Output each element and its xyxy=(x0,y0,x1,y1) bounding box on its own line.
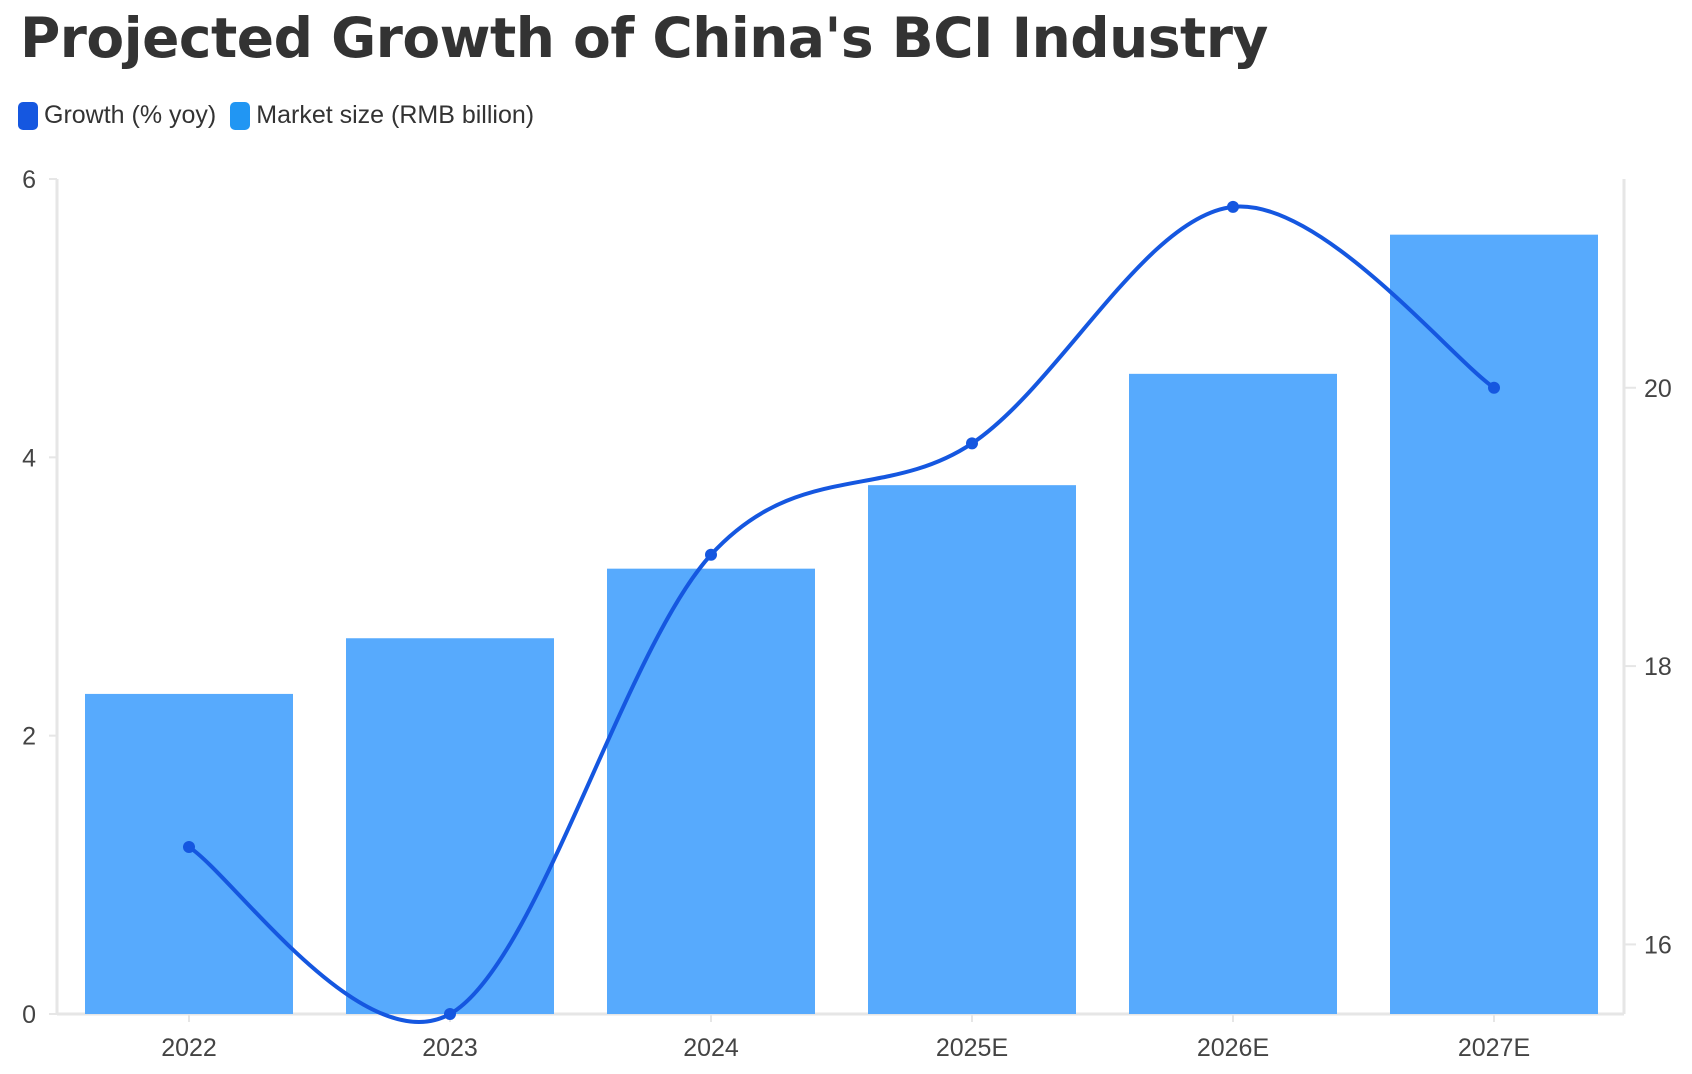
left-tick-label: 6 xyxy=(22,166,36,194)
x-tick-label: 2026E xyxy=(1197,1034,1269,1062)
x-tick-label: 2027E xyxy=(1458,1034,1530,1062)
right-tick-label: 18 xyxy=(1644,653,1672,681)
growth-point-2023 xyxy=(444,1008,456,1020)
legend-label-market-size: Market size (RMB billion) xyxy=(256,101,535,129)
growth-point-2027e xyxy=(1488,381,1500,394)
left-tick-label: 4 xyxy=(22,444,36,472)
legend-swatch-market-size xyxy=(230,101,251,130)
x-tick-label: 2023 xyxy=(422,1034,478,1062)
growth-point-2026e xyxy=(1227,200,1239,213)
legend-item-market-size[interactable]: Market size (RMB billion) xyxy=(230,101,534,130)
legend-label-growth: Growth (% yoy) xyxy=(44,101,217,129)
legend-swatch-growth xyxy=(18,101,38,130)
chart-title: Projected Growth of China's BCI Industry xyxy=(20,6,1268,70)
bar-2024 xyxy=(607,568,815,1014)
legend-item-growth[interactable]: Growth (% yoy) xyxy=(18,101,216,130)
x-tick-label: 2025E xyxy=(936,1034,1008,1062)
bar-2027e xyxy=(1390,234,1598,1014)
left-tick-label: 0 xyxy=(22,1001,36,1029)
growth-line xyxy=(187,204,1496,1024)
growth-point-2022 xyxy=(183,841,195,853)
x-tick-label: 2024 xyxy=(683,1034,739,1062)
bar-2026e xyxy=(1129,373,1337,1014)
growth-point-2024 xyxy=(705,548,717,561)
legend: Growth (% yoy) Market size (RMB billion) xyxy=(18,101,534,130)
bar-2023 xyxy=(346,638,554,1014)
left-tick-label: 2 xyxy=(22,723,36,751)
bar-2025e xyxy=(868,485,1076,1015)
bar-2022 xyxy=(85,693,293,1014)
right-tick-label: 20 xyxy=(1644,375,1672,403)
right-tick-label: 16 xyxy=(1644,931,1672,959)
growth-point-2025e xyxy=(966,437,978,450)
x-tick-label: 2022 xyxy=(161,1034,217,1062)
